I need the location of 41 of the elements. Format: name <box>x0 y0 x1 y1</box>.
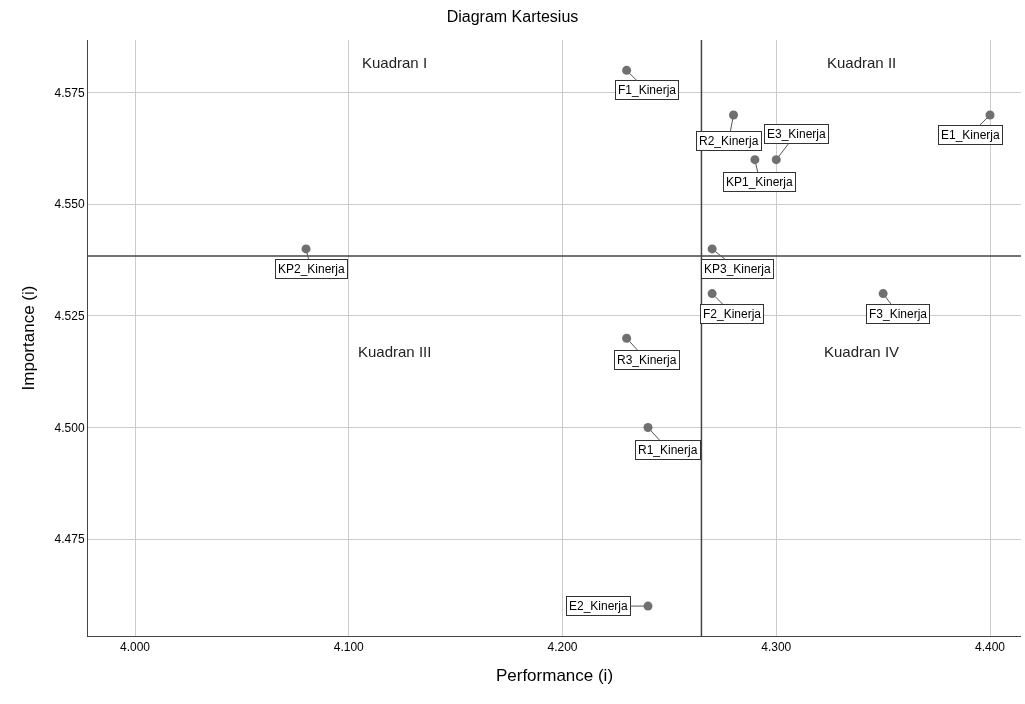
y-tick-label: 4.525 <box>54 309 85 324</box>
point <box>622 65 632 75</box>
point <box>643 423 653 433</box>
data-label: F1_Kinerja <box>618 83 677 97</box>
annotation: Kuadran IV <box>824 343 900 360</box>
x-tick-label: 4.400 <box>974 640 1006 655</box>
x-tick-label: 4.300 <box>761 640 792 655</box>
x-tick-label: 4.000 <box>120 640 151 655</box>
data-label: E2_Kinerja <box>569 599 629 613</box>
point <box>750 155 760 165</box>
x-axis-title: Performance (i) <box>495 665 614 685</box>
point <box>622 333 632 343</box>
point <box>643 601 653 611</box>
annotation: Kuadran I <box>362 54 428 71</box>
x-tick-label: 4.200 <box>547 640 578 655</box>
data-label: KP3_Kinerja <box>704 262 772 276</box>
data-label: F3_Kinerja <box>869 307 928 321</box>
y-tick-label: 4.475 <box>54 532 85 547</box>
data-label: E1_Kinerja <box>941 128 1001 142</box>
point <box>301 244 311 254</box>
annotation: Kuadran III <box>358 343 432 360</box>
point <box>878 289 888 299</box>
chart-title: Diagram Kartesius <box>446 7 579 25</box>
point <box>771 155 781 165</box>
point <box>707 244 717 254</box>
point <box>985 110 995 120</box>
y-axis-title: Importance (i) <box>19 285 39 391</box>
y-tick-label: 4.575 <box>54 85 85 100</box>
data-label: R3_Kinerja <box>617 353 677 367</box>
x-tick-label: 4.100 <box>333 640 365 655</box>
data-label: R1_Kinerja <box>638 443 698 457</box>
point <box>707 289 717 299</box>
data-label: E3_Kinerja <box>767 127 827 141</box>
data-label: R2_Kinerja <box>699 134 759 148</box>
data-label: KP2_Kinerja <box>278 262 346 276</box>
y-tick-label: 4.500 <box>54 420 85 435</box>
y-tick-label: 4.550 <box>54 197 85 212</box>
annotation: Kuadran II <box>827 54 897 71</box>
point <box>729 110 739 120</box>
data-label: KP1_Kinerja <box>726 175 794 189</box>
data-label: F2_Kinerja <box>703 307 762 321</box>
